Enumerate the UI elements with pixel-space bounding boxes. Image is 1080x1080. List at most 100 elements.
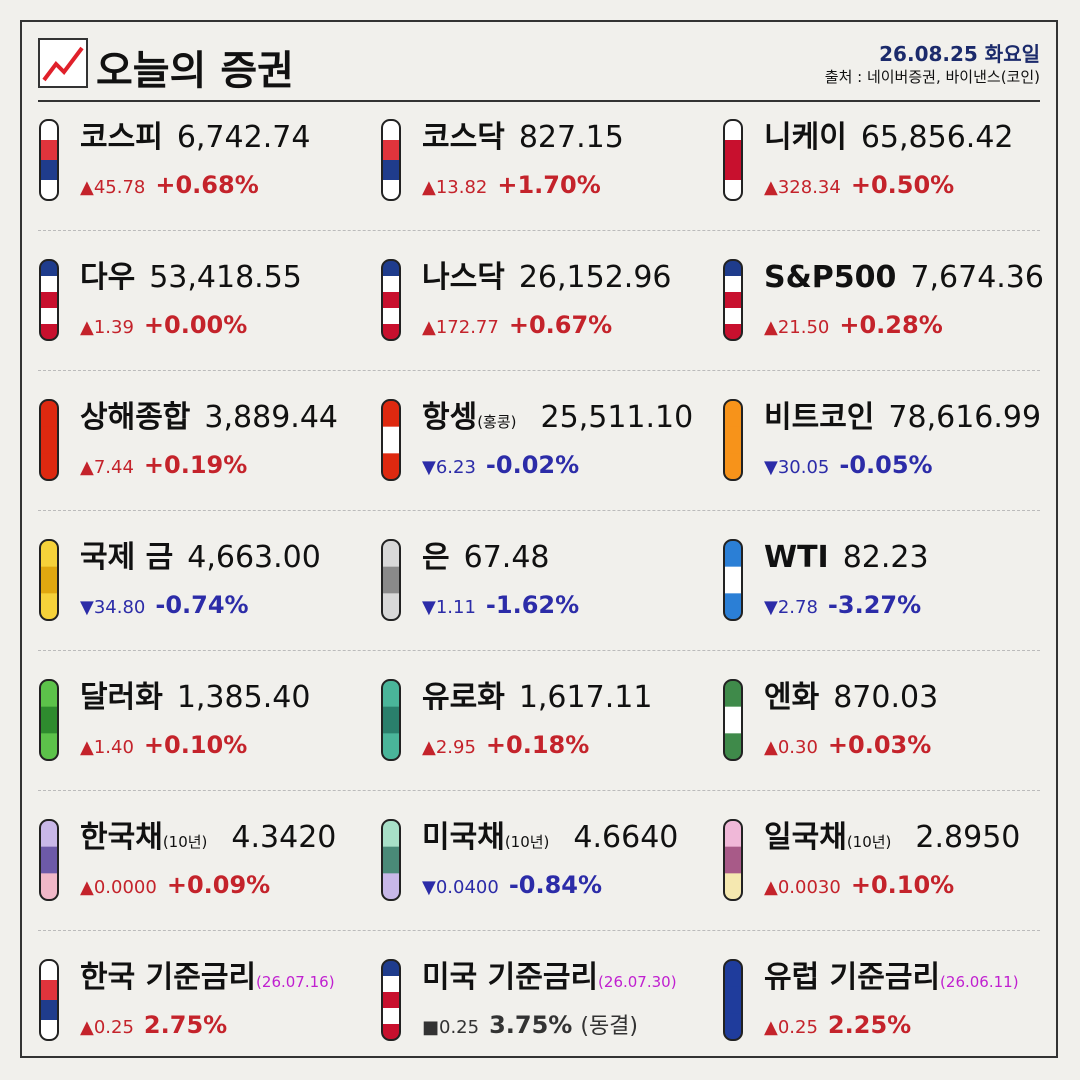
name-line: 나스닥 26,152.96 [422, 258, 672, 298]
market-name: 국제 금 [80, 540, 174, 575]
name-line: 비트코인 78,616.99 [764, 398, 1041, 438]
market-name: 상해종합 [80, 400, 191, 435]
market-value: 1,617.11 [518, 680, 653, 715]
market-value: 6,742.74 [176, 120, 311, 155]
market-name: 코스피 [80, 120, 163, 155]
row-separator [38, 650, 1040, 651]
market-icon [381, 819, 401, 901]
market-icon [39, 959, 59, 1041]
change: ▼34.80 [80, 597, 146, 618]
market-name: 한국채 [80, 820, 163, 855]
market-name: 유로화 [422, 680, 505, 715]
name-line: 은 67.48 [422, 538, 550, 578]
market-name: 니케이 [764, 120, 847, 155]
name-line: 달러화 1,385.40 [80, 678, 310, 718]
change-line: ▲172.77 +0.67% [422, 308, 612, 345]
change: ▲1.39 [80, 317, 134, 338]
row-separator [38, 930, 1040, 931]
market-tile: 니케이 65,856.42 ▲328.34 +0.50% [722, 118, 1062, 213]
name-line: 국제 금 4,663.00 [80, 538, 321, 578]
change: ▼2.78 [764, 597, 818, 618]
frame [20, 20, 1058, 1058]
change-line: ▲7.44 +0.19% [80, 448, 247, 485]
change-line: ▲328.34 +0.50% [764, 168, 954, 205]
change: ▼6.23 [422, 457, 476, 478]
date: 26.08.25 화요일 [879, 42, 1040, 66]
percent: +1.70% [497, 171, 601, 199]
name-suffix: (26.07.16) [256, 973, 335, 991]
market-value: 4.3420 [231, 820, 337, 855]
market-tile: 달러화 1,385.40 ▲1.40 +0.10% [38, 678, 378, 773]
change: ▼30.05 [764, 457, 830, 478]
market-tile: 코스피 6,742.74 ▲45.78 +0.68% [38, 118, 378, 213]
market-name: 비트코인 [764, 400, 875, 435]
market-icon [39, 119, 59, 201]
change-line: ▼6.23 -0.02% [422, 448, 579, 485]
change-line: ▲0.25 2.25% [764, 1008, 911, 1045]
market-name: 코스닥 [422, 120, 505, 155]
change-line: ▼30.05 -0.05% [764, 448, 933, 485]
change: ■0.25 [422, 1017, 480, 1038]
percent: +0.09% [166, 871, 271, 899]
change-line: ▲0.0000 +0.09% [80, 868, 270, 905]
note: (동결) [580, 1014, 639, 1039]
market-tile: 나스닥 26,152.96 ▲172.77 +0.67% [380, 258, 720, 353]
change: ▲0.25 [764, 1017, 818, 1038]
market-value: 82.23 [842, 540, 929, 575]
change: ▲0.0000 [80, 877, 157, 898]
name-line: WTI 82.23 [764, 538, 929, 578]
change-line: ▲2.95 +0.18% [422, 728, 589, 765]
market-tile: 일국채(10년) 2.8950 ▲0.0030 +0.10% [722, 818, 1062, 913]
name-line: 미국 기준금리(26.07.30) [422, 958, 687, 1002]
name-line: 상해종합 3,889.44 [80, 398, 338, 438]
name-suffix: (26.07.30) [598, 973, 677, 991]
market-tile: 미국 기준금리(26.07.30) ■0.25 3.75% (동결) [380, 958, 720, 1053]
change-line: ▲21.50 +0.28% [764, 308, 943, 345]
market-tile: 은 67.48 ▼1.11 -1.62% [380, 538, 720, 633]
name-suffix: (10년) [846, 833, 892, 851]
market-value: 67.48 [463, 540, 550, 575]
market-icon [723, 819, 743, 901]
percent: +0.18% [485, 731, 590, 759]
market-tile: 유럽 기준금리(26.06.11) ▲0.25 2.25% [722, 958, 1062, 1053]
percent: -0.74% [155, 591, 249, 619]
market-icon [723, 119, 743, 201]
market-icon [381, 119, 401, 201]
row-separator [38, 370, 1040, 371]
percent: +0.19% [143, 451, 248, 479]
row-separator [38, 510, 1040, 511]
header-icon [38, 38, 88, 88]
name-line: 니케이 65,856.42 [764, 118, 1014, 158]
market-icon [723, 539, 743, 621]
percent: +0.28% [839, 311, 943, 339]
change: ▲2.95 [422, 737, 476, 758]
market-icon [723, 259, 743, 341]
change: ▲45.78 [80, 177, 146, 198]
market-name: 은 [422, 540, 450, 575]
market-tile: 엔화 870.03 ▲0.30 +0.03% [722, 678, 1062, 773]
change-line: ▲0.30 +0.03% [764, 728, 931, 765]
name-line: 다우 53,418.55 [80, 258, 302, 298]
market-icon [381, 399, 401, 481]
market-name: 미국채 [422, 820, 505, 855]
name-line: 한국 기준금리(26.07.16) [80, 958, 345, 1002]
market-value: 26,152.96 [518, 260, 672, 295]
change: ▼0.0400 [422, 877, 499, 898]
name-suffix: (홍콩) [477, 413, 517, 431]
name-line: 유럽 기준금리(26.06.11) [764, 958, 1029, 1002]
change-line: ▲1.40 +0.10% [80, 728, 247, 765]
market-tile: 미국채(10년) 4.6640 ▼0.0400 -0.84% [380, 818, 720, 913]
market-icon [723, 959, 743, 1041]
market-icon [381, 959, 401, 1041]
market-value: 65,856.42 [860, 120, 1014, 155]
market-tile: 국제 금 4,663.00 ▼34.80 -0.74% [38, 538, 378, 633]
percent: 2.75% [143, 1011, 228, 1039]
percent: -0.02% [485, 451, 580, 479]
row-separator [38, 230, 1040, 231]
change: ▲328.34 [764, 177, 841, 198]
market-value: 4,663.00 [187, 540, 321, 575]
name-line: 미국채(10년) 4.6640 [422, 818, 678, 862]
name-line: 코스피 6,742.74 [80, 118, 310, 158]
market-name: 유럽 기준금리 [764, 960, 941, 995]
change: ▲172.77 [422, 317, 499, 338]
